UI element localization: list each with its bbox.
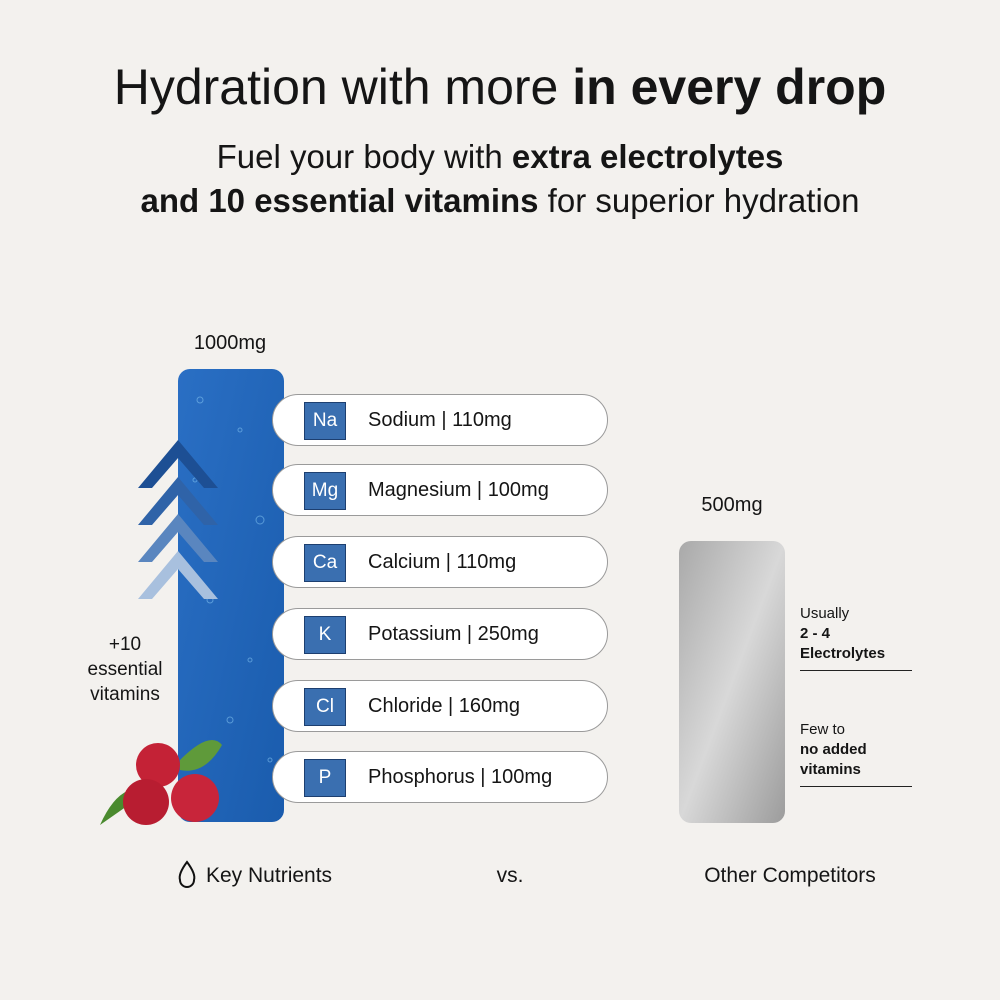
nutrient-label: Potassium | 250mg xyxy=(368,623,539,645)
note-regular: Few to xyxy=(800,721,846,738)
nutrient-symbol: Na xyxy=(304,402,346,440)
nutrient-label: Chloride | 160mg xyxy=(368,695,520,717)
title: Hydration with more in every drop xyxy=(0,58,1000,116)
title-regular: Hydration with more xyxy=(113,59,559,115)
subtitle-regular: Fuel your body with xyxy=(216,138,503,175)
nutrient-pill: Na Sodium | 110mg xyxy=(272,394,608,446)
note-line: vitamins xyxy=(90,684,160,705)
nutrient-symbol: Mg xyxy=(304,472,346,510)
raspberries xyxy=(100,740,222,825)
nutrient-pill: Ca Calcium | 110mg xyxy=(272,536,608,588)
competitor-total: 500mg xyxy=(701,494,763,516)
footer-right: Other Competitors xyxy=(704,864,876,887)
note-bold: no added vitamins xyxy=(800,741,867,778)
note-line: +10 xyxy=(108,634,142,655)
subtitle-line: Fuel your body with extra electrolytes xyxy=(0,138,1000,176)
competitor-bar xyxy=(679,541,785,823)
vitamins-note: +10 essential vitamins xyxy=(70,632,180,707)
competitor-note: Few to no added vitamins xyxy=(800,720,912,787)
competitor-note: Usually 2 - 4 Electrolytes xyxy=(800,604,912,671)
subtitle-bold: and 10 essential vitamins xyxy=(140,182,539,219)
nutrient-label: Calcium | 110mg xyxy=(368,551,517,573)
footer-middle: vs. xyxy=(496,864,524,887)
nutrient-symbol: P xyxy=(304,759,346,797)
nutrient-pill: Cl Chloride | 160mg xyxy=(272,680,608,732)
nutrient-pill: P Phosphorus | 100mg xyxy=(272,751,608,803)
nutrient-symbol: Cl xyxy=(304,688,346,726)
drop-icon xyxy=(178,860,196,888)
nutrient-label: Magnesium | 100mg xyxy=(368,479,549,501)
nutrient-pill: K Potassium | 250mg xyxy=(272,608,608,660)
subtitle-regular: for superior hydration xyxy=(547,182,860,219)
note-regular: Usually xyxy=(800,605,850,622)
nutrient-label: Sodium | 110mg xyxy=(368,409,512,431)
arrows xyxy=(138,440,218,599)
nutrient-symbol: Ca xyxy=(304,544,346,582)
subtitle-line: and 10 essential vitamins for superior h… xyxy=(0,182,1000,220)
note-line: essential xyxy=(87,659,163,680)
footer-left: Key Nutrients xyxy=(206,864,333,887)
note-bold: 2 - 4 Electrolytes xyxy=(800,625,886,662)
nutrient-symbol: K xyxy=(304,616,346,654)
title-bold: in every drop xyxy=(572,59,887,115)
key-total: 1000mg xyxy=(193,332,267,354)
nutrient-label: Phosphorus | 100mg xyxy=(368,766,553,788)
nutrient-pill: Mg Magnesium | 100mg xyxy=(272,464,608,516)
subtitle-bold: extra electrolytes xyxy=(511,138,784,175)
